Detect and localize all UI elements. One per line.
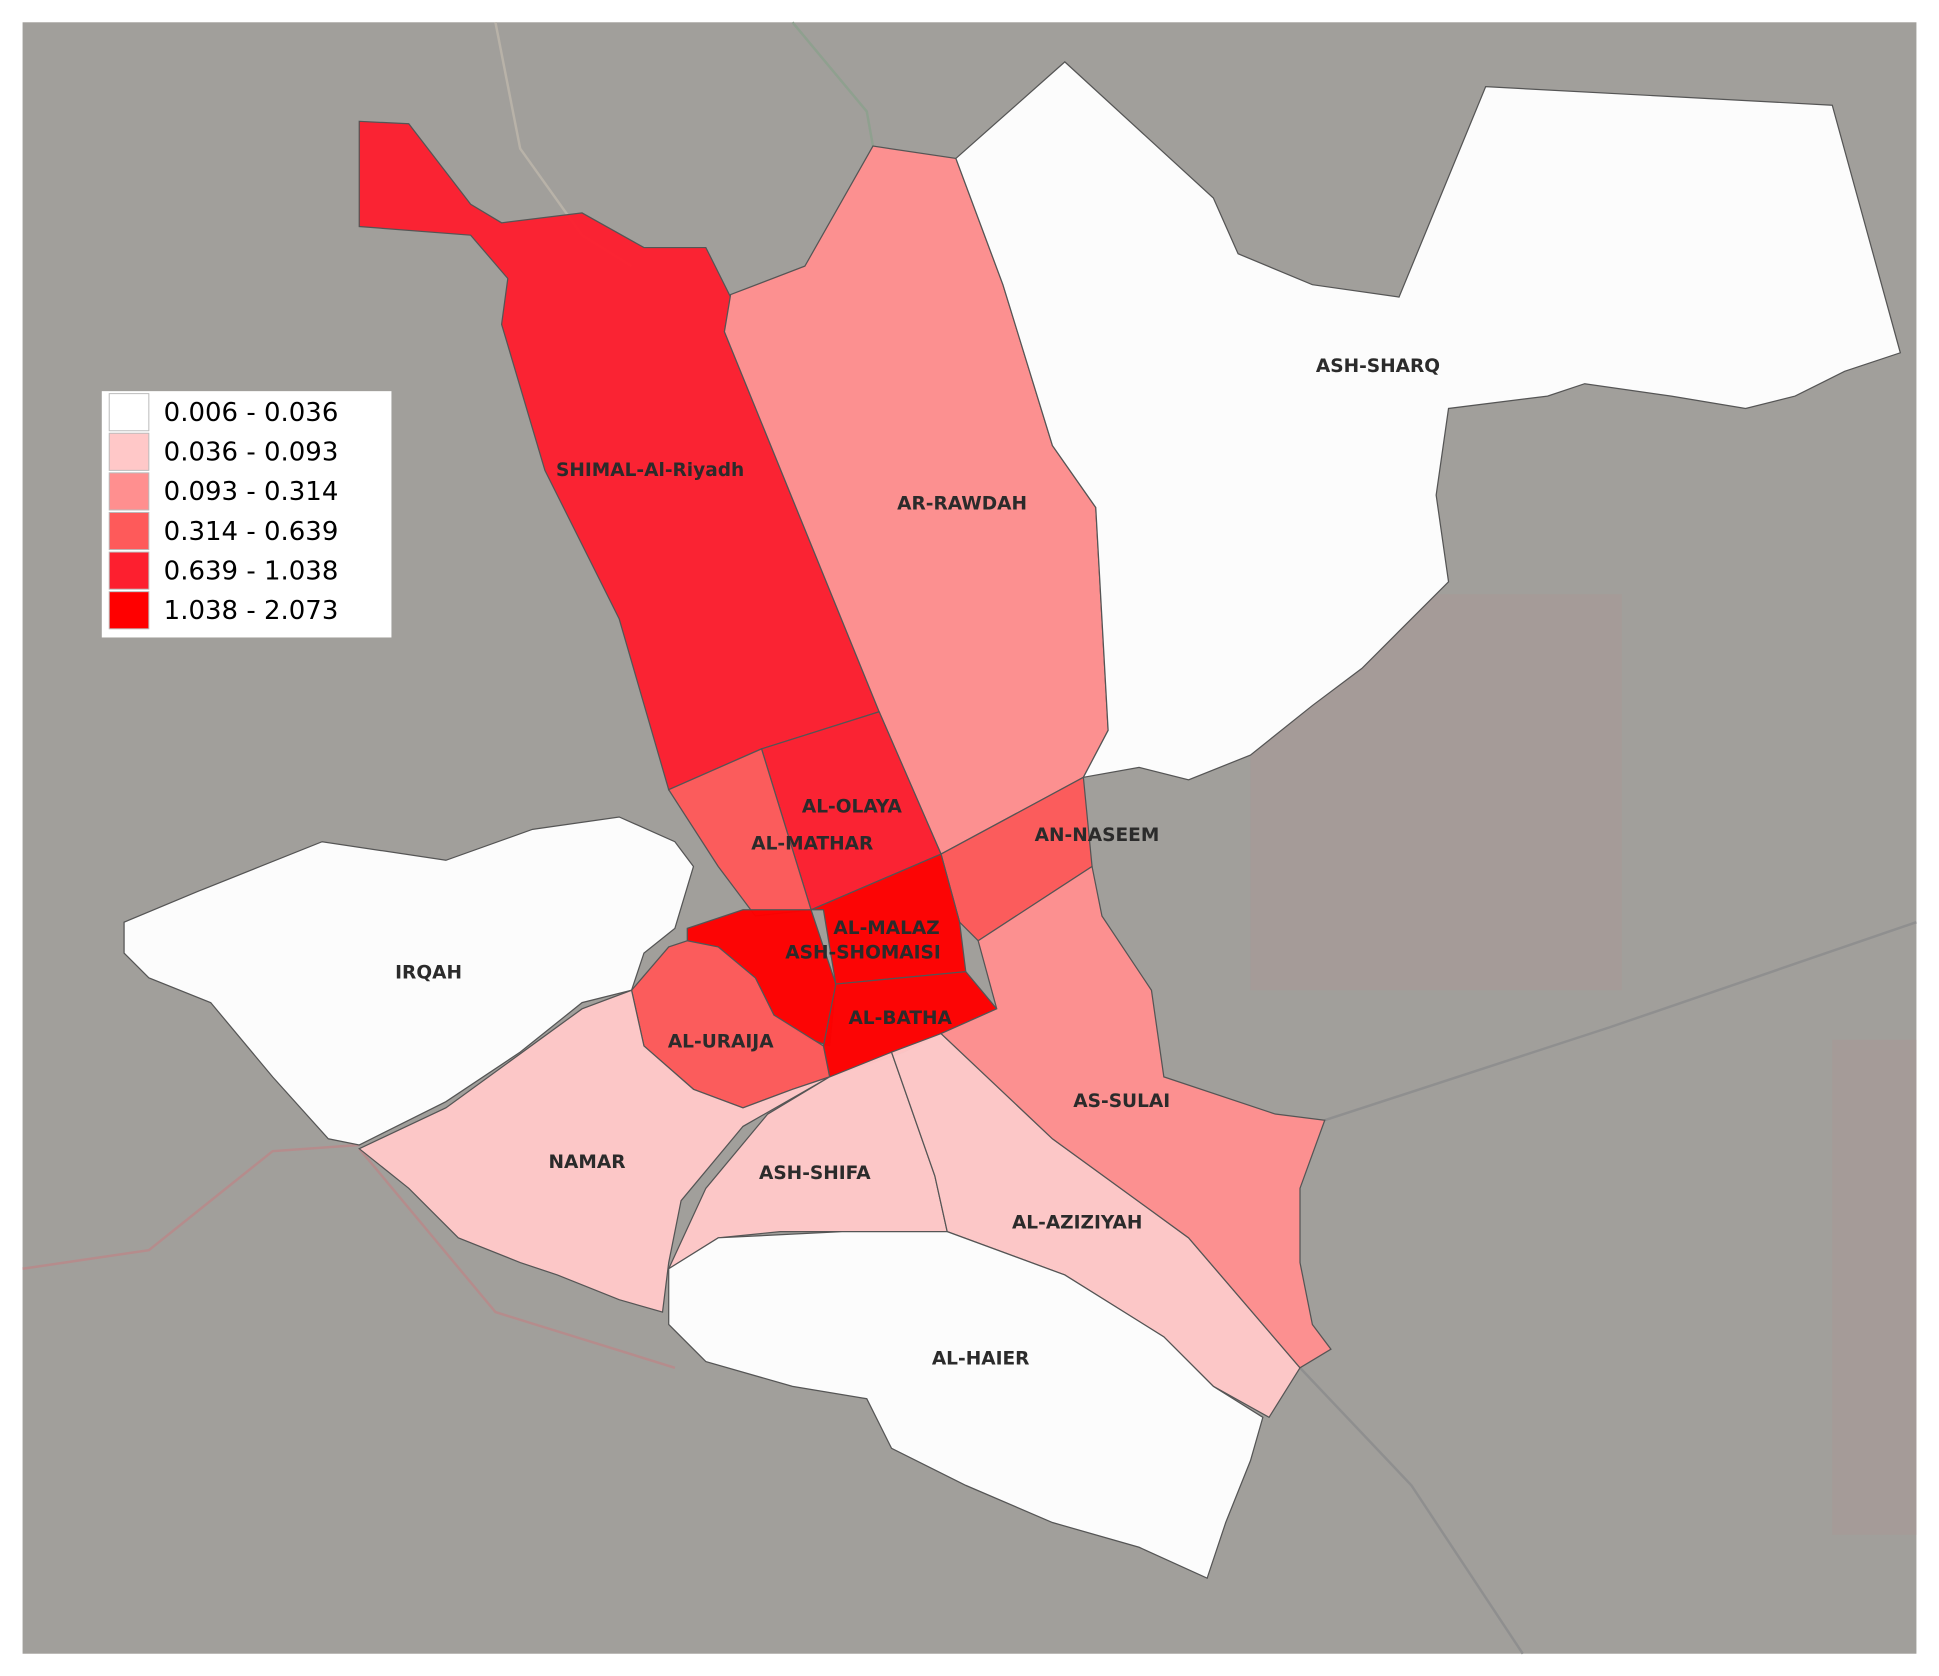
district-label: ASH-SHARQ (1316, 356, 1440, 377)
district-label: AL-URAIJA (668, 1032, 774, 1053)
district-label: AL-MALAZ (833, 918, 939, 939)
road (22, 1143, 360, 1270)
district-label: IRQAH (395, 962, 462, 983)
legend-swatch (108, 591, 150, 630)
legend-label: 0.639 - 1.038 (164, 556, 339, 586)
road (1299, 1366, 1524, 1655)
legend-swatch (108, 393, 150, 432)
legend-swatch (108, 551, 150, 590)
basemap-area (1832, 1039, 1917, 1535)
district (939, 865, 1332, 1369)
district-label: ASH-SHIFA (759, 1163, 871, 1184)
legend-label: 0.314 - 0.639 (164, 517, 339, 547)
legend-label: 0.036 - 0.093 (164, 438, 339, 468)
road (791, 21, 875, 147)
district-label: AL-OLAYA (802, 797, 903, 818)
legend-label: 0.093 - 0.314 (164, 477, 339, 507)
district-label: AL-HAIER (932, 1349, 1030, 1370)
district-labels: SHIMAL-Al-Riyadh AR-RAWDAH ASH-SHARQ AL-OLA… (395, 356, 1440, 1370)
district-label: ASH-SHOMAISI (785, 943, 941, 964)
district (668, 1231, 1264, 1580)
road (1324, 921, 1917, 1122)
legend-label: 1.038 - 2.073 (164, 596, 339, 626)
district-label: AL-BATHA (848, 1008, 952, 1029)
legend: 0.006 - 0.036 0.036 - 0.093 0.093 - 0.314 0… (101, 391, 392, 638)
legend-swatch (108, 511, 150, 551)
district-label: AL-AZIZIYAH (1012, 1212, 1142, 1233)
district-label: NAMAR (549, 1152, 626, 1173)
district-label: AN-NASEEM (1035, 825, 1160, 846)
districts (123, 61, 1902, 1580)
legend-label: 0.006 - 0.036 (164, 398, 339, 428)
road (358, 1147, 676, 1369)
district-label: AR-RAWDAH (897, 493, 1027, 514)
district-label: AL-MATHAR (751, 834, 873, 855)
district (123, 816, 695, 1146)
district (358, 989, 830, 1313)
legend-swatch (108, 472, 150, 511)
district (955, 61, 1902, 781)
basemap-roads (22, 21, 1917, 1655)
legend-swatch (108, 432, 150, 471)
district-label: AS-SULAI (1073, 1091, 1170, 1112)
district-label: SHIMAL-Al-Riyadh (556, 460, 744, 481)
legend-box (101, 391, 392, 638)
